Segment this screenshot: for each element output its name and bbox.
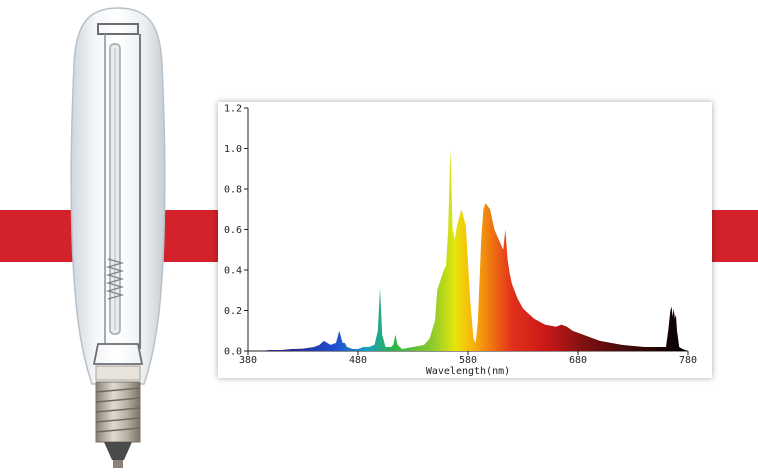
spectrum-area (248, 148, 688, 351)
y-tick-label: 0.8 (224, 185, 242, 196)
y-tick-label: 1.0 (224, 144, 242, 155)
spectrum-plot-svg: 380 480 580 680 780 0.0 0.2 0.4 0.6 0.8 1.0 1.2 Wav… (224, 104, 697, 378)
x-tick-label: 780 (679, 355, 697, 366)
x-tick-label: 680 (569, 355, 587, 366)
x-tick-label: 580 (459, 355, 477, 366)
x-tick-label: 480 (349, 355, 367, 366)
hps-lamp-bulb-image (70, 7, 166, 468)
x-axis-label: Wavelength(nm) (426, 366, 510, 377)
y-tick-label: 0.6 (224, 225, 242, 236)
x-tick-label: 380 (239, 355, 257, 366)
y-tick-label: 0.4 (224, 266, 242, 277)
y-tick-label: 0.2 (224, 306, 242, 317)
red-band-right (712, 210, 758, 262)
y-tick-label: 0.0 (224, 347, 242, 358)
tick-labels: 380 480 580 680 780 0.0 0.2 0.4 0.6 0.8 1.0 1.2 (224, 104, 697, 367)
spectrum-chart: 380 480 580 680 780 0.0 0.2 0.4 0.6 0.8 1.0 1.2 Wav… (218, 102, 712, 378)
y-tick-label: 1.2 (224, 104, 242, 115)
